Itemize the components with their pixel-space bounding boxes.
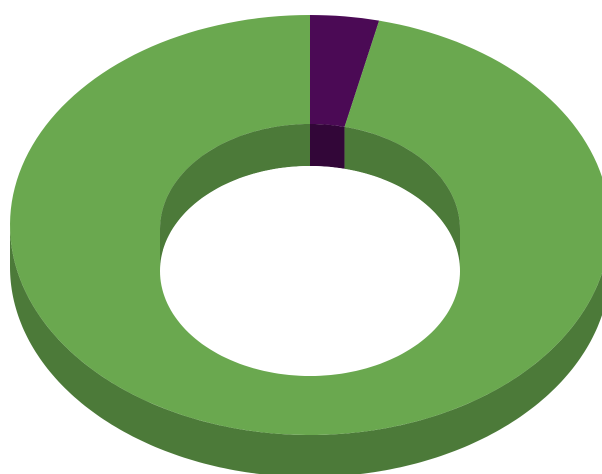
inner-wall-layer: [160, 124, 460, 376]
top-face-layer: [10, 15, 602, 435]
slice-1-inner-wall-1: [160, 124, 310, 271]
slice-0-inner-wall-0: [310, 124, 345, 169]
slice-0-top: [310, 15, 380, 127]
slice-1-inner-wall-0: [344, 126, 460, 271]
slice-1-outer-wall: [10, 225, 602, 474]
outer-wall-layer: [10, 225, 602, 474]
slice-1-top: [10, 15, 602, 435]
doughnut-hole: [160, 166, 460, 376]
